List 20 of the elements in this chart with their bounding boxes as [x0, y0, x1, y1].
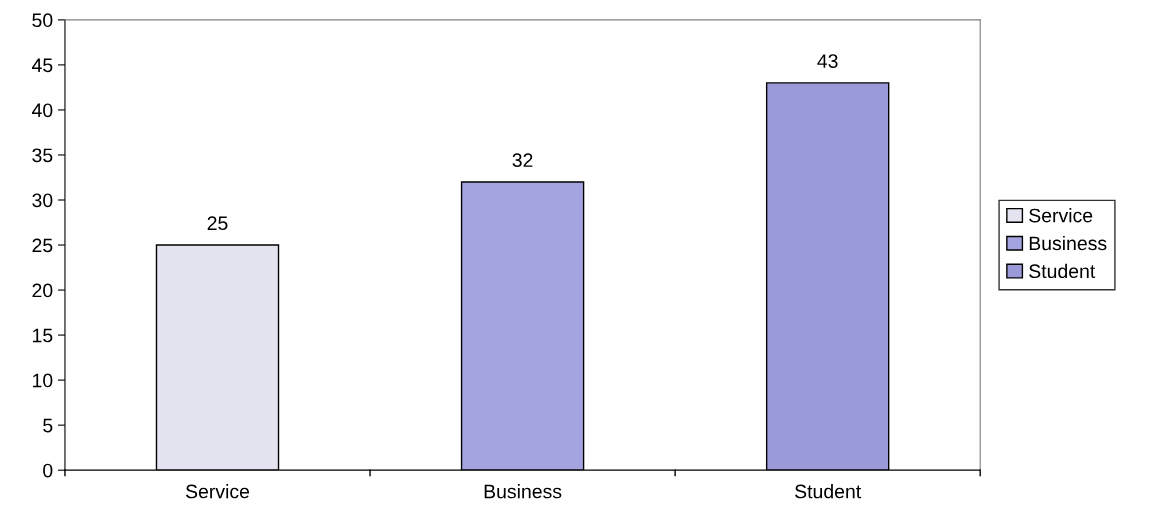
y-tick-label: 50 — [32, 13, 53, 28]
y-tick-label: 10 — [33, 373, 53, 388]
data-label: 43 — [817, 54, 838, 68]
legend-label: Student — [1029, 263, 1096, 279]
y-tick-label: 0 — [43, 463, 53, 478]
data-label: 32 — [512, 153, 533, 168]
x-tick-label: Business — [484, 484, 562, 499]
y-tick-label: 20 — [32, 283, 53, 298]
y-tick-label: 40 — [31, 103, 53, 118]
y-tick-label: 35 — [32, 148, 53, 163]
y-tick-label: 45 — [31, 58, 53, 73]
x-tick-label: Student — [795, 484, 862, 499]
y-tick-label: 30 — [32, 193, 53, 208]
y-tick-label: 25 — [32, 238, 53, 253]
legend-label: Service — [1029, 208, 1093, 223]
x-tick-label: Service — [185, 484, 250, 499]
y-tick-label: 5 — [43, 418, 53, 433]
y-tick-label: 15 — [33, 328, 53, 343]
data-label: 25 — [207, 216, 228, 231]
legend-label: Business — [1029, 235, 1107, 251]
